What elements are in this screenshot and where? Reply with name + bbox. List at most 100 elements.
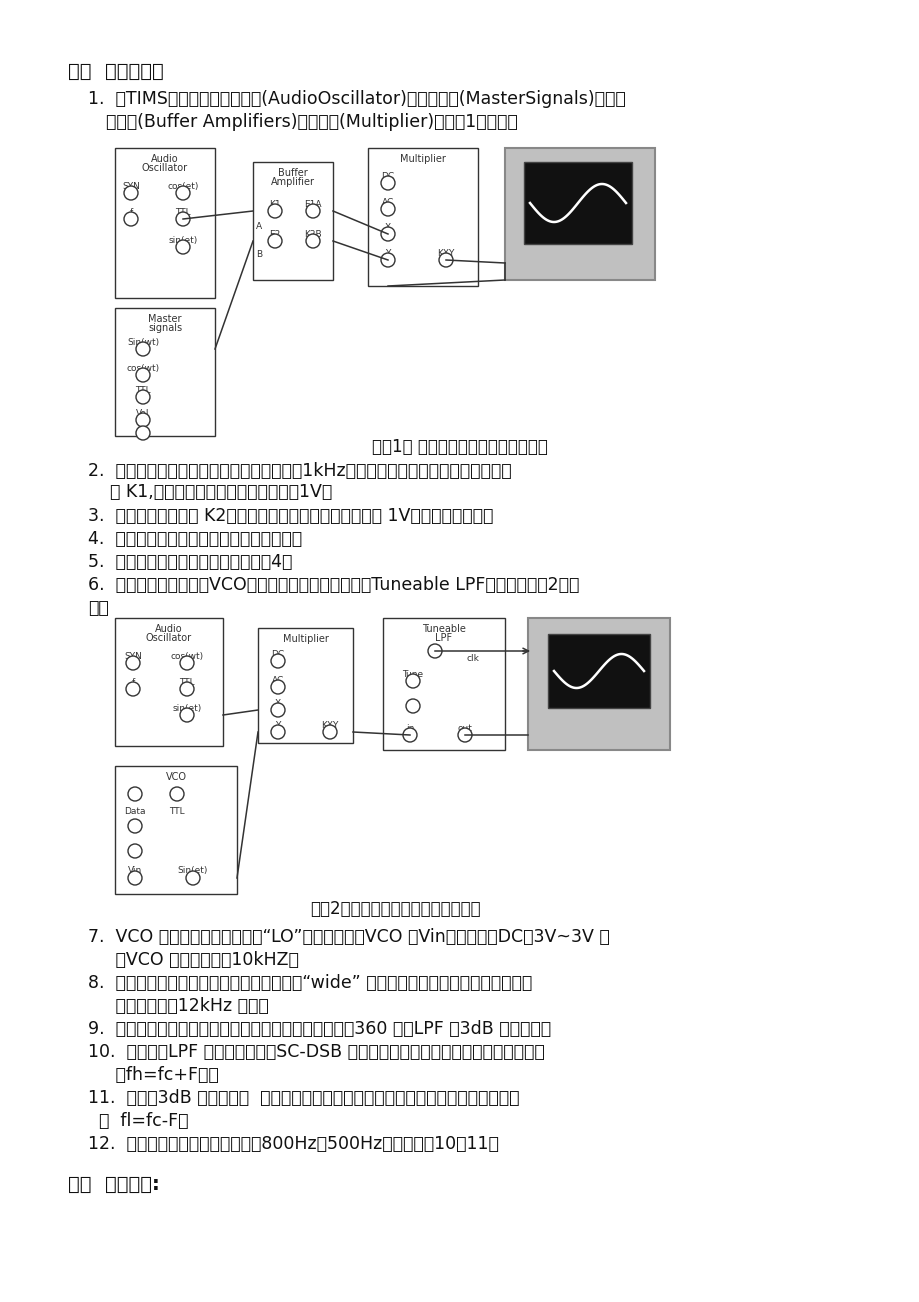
Text: AC: AC: [381, 198, 393, 207]
Circle shape: [403, 728, 416, 742]
Text: 使VCO 的输出频率为10kHZ。: 使VCO 的输出频率为10kHZ。: [88, 950, 299, 969]
Text: 的 K1,使其输出到乘法器的电压振幅为1V。: 的 K1,使其输出到乘法器的电压振幅为1V。: [88, 483, 332, 501]
Bar: [257, 628, 353, 743]
Text: A: A: [255, 223, 262, 230]
Circle shape: [405, 699, 420, 713]
Text: Master: Master: [148, 314, 182, 324]
Circle shape: [136, 368, 150, 381]
Bar: [115, 766, 237, 894]
Text: f: f: [130, 208, 132, 217]
Circle shape: [126, 656, 140, 671]
Circle shape: [170, 786, 184, 801]
Circle shape: [306, 204, 320, 217]
Text: 9.  将可调低通滤波器的输出端连接至频率计，其读数除360 就为LPF 的3dB 截止频率。: 9. 将可调低通滤波器的输出端连接至频率计，其读数除360 就为LPF 的3dB…: [88, 1019, 550, 1038]
Text: Y: Y: [385, 249, 391, 258]
Text: TTL: TTL: [175, 208, 190, 217]
Text: Oscillator: Oscillator: [142, 163, 187, 173]
Circle shape: [136, 391, 150, 404]
Text: 3.  调整缓冲放大器的 K2，使主振荡器输至乘法器的电压为 1V，作为载波信号。: 3. 调整缓冲放大器的 K2，使主振荡器输至乘法器的电压为 1V，作为载波信号。: [88, 506, 493, 525]
Text: DC: DC: [381, 172, 394, 181]
Text: X: X: [275, 699, 281, 708]
Text: Y: Y: [275, 721, 280, 730]
Bar: [253, 161, 333, 280]
Text: TTL: TTL: [179, 678, 195, 687]
Circle shape: [186, 871, 199, 885]
Circle shape: [438, 253, 452, 267]
Text: K1: K1: [269, 201, 280, 210]
Circle shape: [176, 240, 190, 254]
Text: cos(wt): cos(wt): [126, 365, 159, 372]
Text: 1.  将TIMS系统中的音频振荡器(AudioOscillator)、主振荡器(MasterSignals)、缓冲: 1. 将TIMS系统中的音频振荡器(AudioOscillator)、主振荡器(…: [88, 90, 625, 108]
Circle shape: [405, 674, 420, 687]
Text: signals: signals: [148, 323, 182, 333]
Text: 图（1） 抑制载波的双边带产生方法一: 图（1） 抑制载波的双边带产生方法一: [371, 437, 548, 456]
Text: 图（2）抑制载波的双边带产生方法二: 图（2）抑制载波的双边带产生方法二: [310, 900, 480, 918]
Text: Vin: Vin: [128, 866, 142, 875]
Circle shape: [267, 234, 282, 247]
Text: 接。: 接。: [88, 599, 108, 617]
Text: VCO: VCO: [165, 772, 187, 783]
Text: 5.  调整音频振荡器的输出，重复步顶4。: 5. 调整音频振荡器的输出，重复步顶4。: [88, 553, 292, 572]
Text: Buffer: Buffer: [278, 168, 308, 178]
Text: E2: E2: [269, 230, 280, 240]
Circle shape: [267, 204, 282, 217]
Circle shape: [271, 680, 285, 694]
Text: Amplifier: Amplifier: [271, 177, 314, 187]
Text: cos(et): cos(et): [167, 182, 199, 191]
Text: （fh=fc+F）。: （fh=fc+F）。: [88, 1066, 219, 1085]
Text: 10.  降低可调LPF 的截止频率，使SC-DSB 信号刚好完全通过低通滤波器，记录此频率: 10. 降低可调LPF 的截止频率，使SC-DSB 信号刚好完全通过低通滤波器，…: [88, 1043, 544, 1061]
Bar: [368, 148, 478, 286]
Circle shape: [271, 654, 285, 668]
Text: 2.  用频率计来调整音频振荡器，使其输出为1kHz，作为调制信号，并调整缓冲放大器: 2. 用频率计来调整音频振荡器，使其输出为1kHz，作为调制信号，并调整缓冲放大…: [88, 462, 511, 480]
Text: Audio: Audio: [151, 154, 178, 164]
Text: E1A: E1A: [304, 201, 322, 210]
Text: 12.  变化音频振荡器输出为频率为800Hz、500Hz，重复步骤10、11。: 12. 变化音频振荡器输出为频率为800Hz、500Hz，重复步骤10、11。: [88, 1135, 498, 1154]
Circle shape: [271, 703, 285, 717]
Text: SYN: SYN: [124, 652, 142, 661]
Bar: [382, 618, 505, 750]
Circle shape: [176, 186, 190, 201]
Text: 7.  VCO 得频率选择开关器至于“LO”状态下，调整VCO 的Vin（控制电压DC－3V~3V ）: 7. VCO 得频率选择开关器至于“LO”状态下，调整VCO 的Vin（控制电压…: [88, 928, 609, 947]
Text: clk: clk: [466, 654, 479, 663]
Text: K2B: K2B: [304, 230, 322, 240]
Text: out: out: [457, 724, 472, 733]
Circle shape: [427, 644, 441, 658]
Text: 二、  实验步骤：: 二、 实验步骤：: [68, 62, 164, 81]
Text: Oscillator: Oscillator: [146, 633, 192, 643]
Text: Tune: Tune: [402, 671, 423, 680]
Text: in: in: [405, 724, 414, 733]
Circle shape: [180, 682, 194, 697]
Text: 6.  将电压控制振荡器（VCO）模快和可调低通滤波器（Tuneable LPF）模块按图（2）连: 6. 将电压控制振荡器（VCO）模快和可调低通滤波器（Tuneable LPF）…: [88, 575, 579, 594]
Circle shape: [124, 186, 138, 201]
Text: B: B: [255, 250, 262, 259]
Text: Audio: Audio: [155, 624, 183, 634]
Circle shape: [176, 212, 190, 227]
Circle shape: [128, 844, 142, 858]
Circle shape: [380, 202, 394, 216]
Bar: [115, 309, 215, 436]
Text: 8.  将可调低通滤波器的频率范围选择范围至“wide” 状态，并将频率调整至最大，此时截: 8. 将可调低通滤波器的频率范围选择范围至“wide” 状态，并将频率调整至最大…: [88, 974, 532, 992]
Circle shape: [458, 728, 471, 742]
Circle shape: [128, 819, 142, 833]
Bar: [548, 634, 650, 708]
Text: KXY: KXY: [437, 249, 454, 258]
Circle shape: [380, 176, 394, 190]
Circle shape: [124, 212, 138, 227]
Circle shape: [380, 227, 394, 241]
Circle shape: [306, 234, 320, 247]
Circle shape: [128, 871, 142, 885]
Circle shape: [126, 682, 140, 697]
Circle shape: [180, 708, 194, 723]
Text: Tuneable: Tuneable: [422, 624, 465, 634]
Text: 11.  再降低3dB 截止频率，  至刚好只有单一频率的正弦波通过低通滤波器，记录频率: 11. 再降低3dB 截止频率， 至刚好只有单一频率的正弦波通过低通滤波器，记录…: [88, 1088, 519, 1107]
Text: Data: Data: [124, 807, 145, 816]
Bar: [505, 148, 654, 280]
Circle shape: [136, 426, 150, 440]
Text: Multiplier: Multiplier: [282, 634, 328, 644]
Bar: [115, 618, 222, 746]
Text: LPF: LPF: [435, 633, 452, 643]
Text: f: f: [131, 678, 134, 687]
Text: AC: AC: [272, 676, 284, 685]
Bar: [115, 148, 215, 298]
Text: DC: DC: [271, 650, 284, 659]
